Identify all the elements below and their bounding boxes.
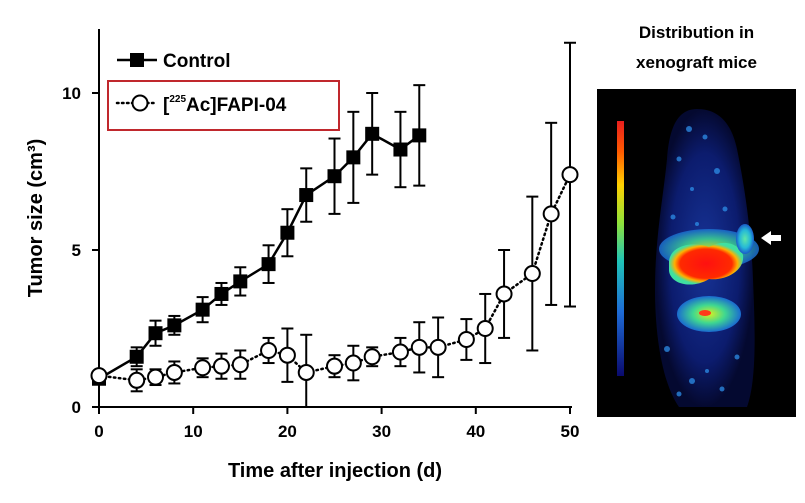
data-point [326,357,343,375]
data-point [365,126,380,141]
legend: Control [225Ac]FAPI-04 [107,51,340,131]
distribution-title-line1: Distribution in [638,23,755,42]
data-point [299,188,314,203]
x-tick-label: 0 [94,422,103,441]
data-point [393,142,408,157]
data-point [90,367,108,385]
legend-control-marker [130,53,144,67]
scan-color-scale [617,121,624,376]
x-tick-label: 40 [466,422,485,441]
y-tick-label: 10 [62,84,81,103]
data-point [561,166,579,184]
data-point [344,354,362,372]
data-point [148,326,163,341]
distribution-title-line2: xenograft mice [636,53,757,72]
data-point [195,302,210,317]
data-point [165,363,183,381]
axes [98,29,572,408]
y-tick-label: 5 [72,241,81,260]
data-point [457,330,475,348]
data-point [261,257,276,272]
data-point [391,343,409,361]
data-point [327,169,342,184]
distribution-panel-title: Distribution in xenograft mice [598,18,795,78]
data-point [167,318,182,333]
data-point [128,371,146,389]
tumor-growth-chart: 0 10 20 30 40 50 0 5 10 Time after injection (d)… [25,29,579,482]
plot-area [90,41,579,408]
y-tick-label: 0 [72,398,81,417]
scan-tumor-uptake [736,224,754,254]
data-point [129,349,144,364]
legend-fapi-label: [225Ac]FAPI-04 [163,94,287,116]
data-point [476,320,494,337]
data-point [147,368,165,386]
data-point [278,346,296,364]
x-tick-label: 30 [372,422,391,441]
scan-hot-region [669,242,744,285]
x-axis-title: Time after injection (d) [228,460,442,482]
series-line [97,173,572,382]
data-point [194,359,212,377]
scan-speckles [664,126,740,397]
x-tick-label: 20 [278,422,297,441]
data-point [280,225,295,240]
legend-highlight-box [107,80,340,131]
data-point [363,348,381,366]
legend-control-label: Control [163,51,231,72]
data-point [212,357,230,375]
series-control [92,84,427,386]
axis-ticks: 0 10 20 30 40 50 0 5 10 [62,84,579,441]
data-point [297,363,315,381]
data-point [542,205,560,223]
legend-fapi-marker [131,94,149,112]
data-point [233,274,248,289]
tumor-arrow-icon [761,231,781,245]
scan-lower-hotspot [699,310,711,316]
data-point [231,356,249,374]
x-tick-label: 50 [561,422,580,441]
data-point [260,341,278,359]
data-point [346,150,361,165]
data-point [495,285,513,303]
data-point [429,338,447,356]
data-point [412,128,427,143]
data-point [410,338,428,356]
pet-scan-image [597,89,796,417]
data-point [523,265,541,283]
data-point [214,286,229,301]
y-axis-title: Tumor size (cm³) [25,139,47,298]
series-fapi [90,41,579,408]
x-tick-label: 10 [184,422,203,441]
